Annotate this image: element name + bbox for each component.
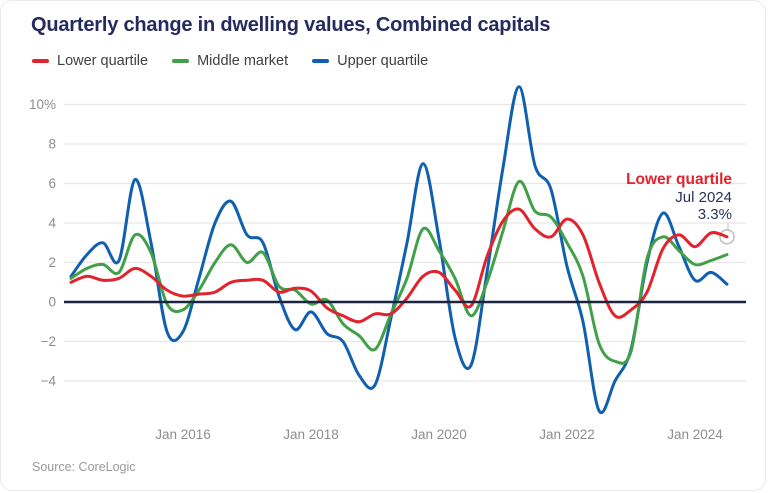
y-tick-label: −2 — [41, 334, 56, 349]
series-path-lower-quartile — [69, 207, 729, 324]
annotation-value: 3.3% — [697, 206, 732, 223]
annotation-series-label: Lower quartile — [626, 171, 732, 188]
x-tick-label: Jan 2018 — [283, 427, 339, 442]
legend-label-middle-market: Middle market — [197, 53, 289, 69]
series-path-middle-market — [69, 179, 729, 365]
chart-title: Quarterly change in dwelling values, Com… — [31, 14, 551, 36]
legend-swatch-lower-quartile — [32, 59, 49, 63]
series-path-upper-quartile — [69, 85, 729, 415]
y-tick-label: 10% — [29, 97, 56, 112]
end-annotation: Lower quartile Jul 2024 3.3% — [626, 171, 732, 224]
legend-item-upper-quartile: Upper quartile — [312, 53, 428, 69]
x-tick-label: Jan 2016 — [155, 427, 211, 442]
legend-item-middle-market: Middle market — [172, 53, 288, 69]
x-tick-label: Jan 2022 — [539, 427, 595, 442]
y-tick-label: 8 — [48, 137, 56, 152]
y-tick-label: 6 — [48, 176, 56, 191]
annotation-date: Jul 2024 — [675, 188, 732, 206]
legend-swatch-middle-market — [172, 59, 190, 63]
legend: Lower quartile Middle market Upper quart… — [32, 53, 428, 69]
x-tick-label: Jan 2024 — [667, 427, 723, 442]
y-tick-label: 4 — [48, 216, 56, 231]
legend-swatch-upper-quartile — [312, 59, 330, 63]
legend-item-lower-quartile: Lower quartile — [32, 53, 148, 69]
y-tick-label: 0 — [48, 295, 56, 310]
legend-label-lower-quartile: Lower quartile — [57, 53, 149, 69]
y-tick-label: 2 — [48, 255, 56, 270]
y-tick-label: −4 — [41, 374, 57, 389]
legend-label-upper-quartile: Upper quartile — [337, 53, 429, 69]
source-note: Source: CoreLogic — [32, 460, 136, 474]
x-tick-label: Jan 2020 — [411, 427, 467, 442]
